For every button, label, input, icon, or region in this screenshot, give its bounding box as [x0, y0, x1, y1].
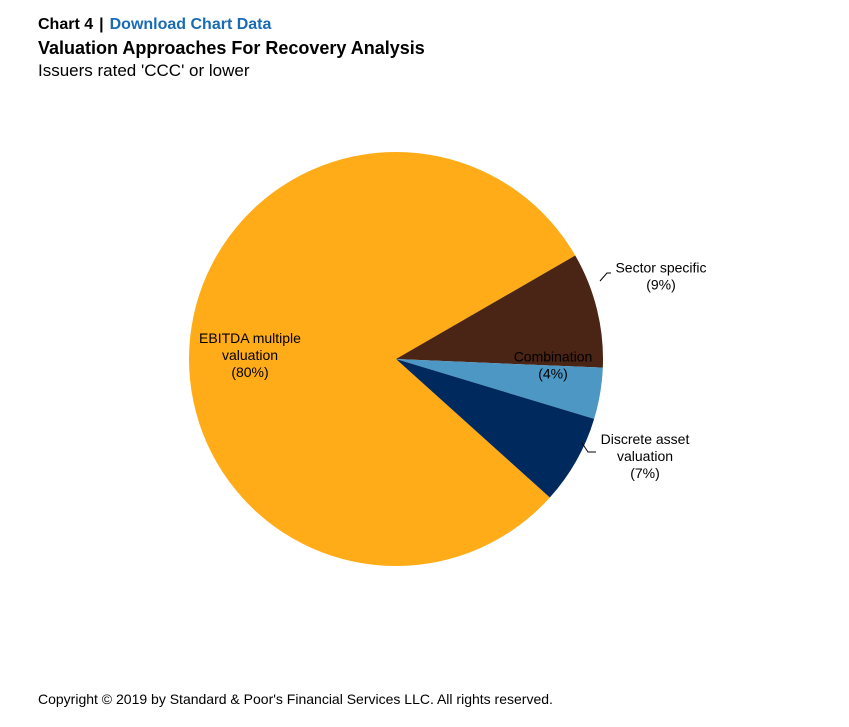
- slice-label: Sector specific (9%): [615, 260, 706, 293]
- chart-header: Chart 4 | Download Chart Data Valuation Ap…: [38, 14, 425, 82]
- leader-line: [581, 442, 596, 453]
- slice-label: Combination (4%): [514, 349, 593, 382]
- header-separator: |: [99, 16, 104, 33]
- chart-subtitle: Issuers rated 'CCC' or lower: [38, 61, 250, 80]
- chart-title: Valuation Approaches For Recovery Analys…: [38, 38, 425, 58]
- leader-line: [599, 272, 611, 282]
- download-chart-data-link[interactable]: Download Chart Data: [109, 16, 272, 33]
- pie-slice-sector-specific: [396, 255, 604, 368]
- pie-slice-combination: [396, 359, 603, 419]
- pie-slice-discrete-asset-valuation: [396, 359, 595, 498]
- copyright-footer: Copyright © 2019 by Standard & Poor's Fi…: [38, 691, 553, 707]
- slice-label: EBITDA multiple valuation (80%): [199, 330, 301, 380]
- slice-label: Discrete asset valuation (7%): [601, 431, 690, 481]
- chart-number: Chart 4: [38, 16, 94, 33]
- pie-slice-ebitda-multiple-valuation: [189, 151, 576, 566]
- chart-header-line: Chart 4 | Download Chart Data: [38, 14, 425, 36]
